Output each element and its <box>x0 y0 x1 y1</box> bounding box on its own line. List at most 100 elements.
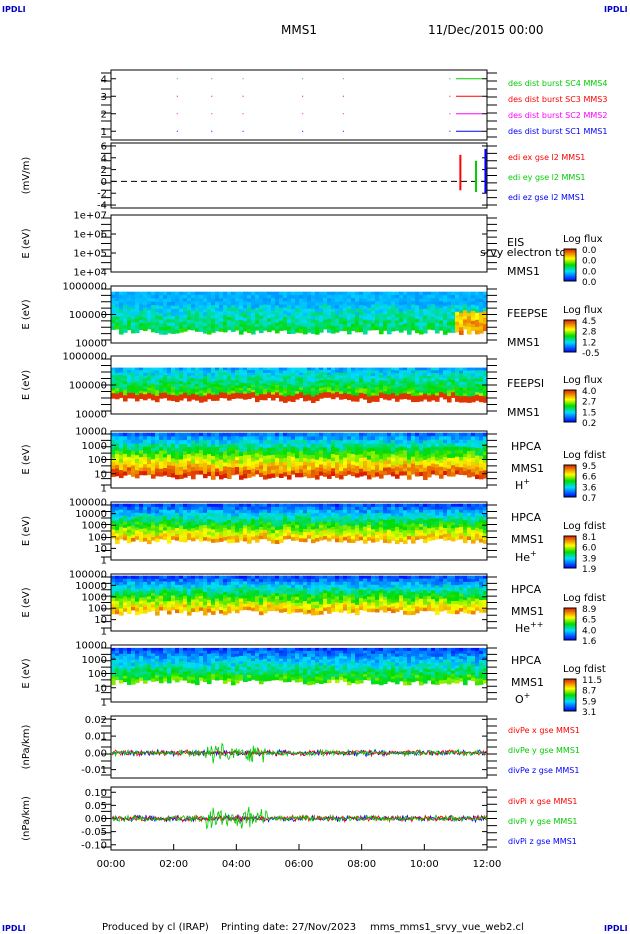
heatmap-cell <box>239 393 244 397</box>
heatmap-cell <box>171 373 176 377</box>
heatmap-cell <box>207 375 212 379</box>
heatmap-cell <box>167 319 172 324</box>
heatmap-cell <box>383 317 388 322</box>
heatmap-cell <box>215 464 220 470</box>
heatmap-cell <box>207 388 212 392</box>
heatmap-cell <box>299 513 304 517</box>
heatmap-cell <box>195 463 200 468</box>
heatmap-cell <box>307 298 312 303</box>
heatmap-cell <box>151 506 156 511</box>
heatmap-cell <box>223 308 228 313</box>
heatmap-cell <box>207 509 212 514</box>
heatmap-cell <box>435 384 440 388</box>
heatmap-cell <box>411 390 416 394</box>
heatmap-cell <box>319 295 324 300</box>
heatmap-cell <box>471 393 476 397</box>
heatmap-cell <box>351 503 356 508</box>
heatmap-cell <box>447 443 452 448</box>
heatmap-cell <box>135 395 140 399</box>
heatmap-cell <box>463 393 468 397</box>
heatmap-cell <box>383 536 388 540</box>
heatmap-cell <box>123 515 128 520</box>
heatmap-cell <box>243 537 248 542</box>
heatmap-cell <box>343 327 348 332</box>
heatmap-cell <box>131 587 136 591</box>
heatmap-cell <box>303 503 308 508</box>
heatmap-cell <box>407 527 412 531</box>
heatmap-cell <box>175 528 180 532</box>
heatmap-cell <box>415 390 420 394</box>
heatmap-cell <box>219 516 224 520</box>
heatmap-cell <box>399 305 404 310</box>
heatmap-cell <box>339 386 344 390</box>
heatmap-cell <box>407 305 412 310</box>
heatmap-cell <box>455 436 460 441</box>
heatmap-cell <box>267 440 272 445</box>
heatmap-cell <box>139 443 144 448</box>
heatmap-cell <box>359 447 364 452</box>
heatmap-cell <box>119 432 124 437</box>
heatmap-cell <box>455 506 460 511</box>
heatmap-cell <box>443 291 448 296</box>
heatmap-cell <box>331 372 336 376</box>
heatmap-cell <box>339 388 344 392</box>
heatmap-cell <box>439 532 444 536</box>
heatmap-cell <box>371 323 376 328</box>
heatmap-cell <box>239 448 244 453</box>
heatmap-cell <box>283 376 288 380</box>
heatmap-cell <box>283 396 288 400</box>
heatmap-cell <box>455 536 460 541</box>
heatmap-cell <box>267 447 272 453</box>
heatmap-cell <box>203 447 208 452</box>
heatmap-cell <box>423 526 428 531</box>
heatmap-cell <box>439 529 444 533</box>
heatmap-cell <box>447 295 452 300</box>
heatmap-cell <box>215 389 220 393</box>
heatmap-cell <box>227 391 232 396</box>
heatmap-cell <box>459 524 464 528</box>
heatmap-cell <box>327 531 332 536</box>
burst-point <box>242 113 244 115</box>
heatmap-cell <box>203 455 208 460</box>
heatmap-cell <box>359 318 364 323</box>
heatmap-cell <box>379 444 384 449</box>
heatmap-cell <box>111 591 116 596</box>
heatmap-cell <box>211 471 216 476</box>
heatmap-cell <box>135 536 140 540</box>
heatmap-cell <box>387 516 392 521</box>
heatmap-cell <box>219 375 224 379</box>
heatmap-cell <box>315 522 320 527</box>
heatmap-cell <box>299 525 304 530</box>
colorbar-title: Log flux <box>563 234 603 245</box>
heatmap-cell <box>155 510 160 514</box>
heatmap-cell <box>379 372 384 376</box>
heatmap-cell <box>399 372 404 376</box>
heatmap-cell <box>255 529 260 533</box>
heatmap-cell <box>475 375 480 380</box>
heatmap-cell <box>415 468 420 473</box>
heatmap-cell <box>407 533 412 537</box>
heatmap-cell <box>143 291 148 296</box>
heatmap-cell <box>363 464 368 469</box>
heatmap-cell <box>475 397 480 401</box>
heatmap-cell <box>259 454 264 459</box>
heatmap-cell <box>211 516 216 521</box>
heatmap-cell <box>115 610 120 615</box>
heatmap-cell <box>119 473 124 479</box>
heatmap-cell <box>243 531 248 536</box>
heatmap-cell <box>219 503 224 508</box>
heatmap-cell <box>383 450 388 455</box>
heatmap-cell <box>311 510 316 514</box>
heatmap-cell <box>147 460 152 465</box>
heatmap-cell <box>467 379 472 383</box>
heatmap-cell <box>207 519 212 523</box>
heatmap-cell <box>179 298 184 303</box>
heatmap-cell <box>127 372 132 376</box>
heatmap-cell <box>147 385 152 389</box>
heatmap-cell <box>323 506 328 511</box>
heatmap-cell <box>263 391 268 395</box>
heatmap-cell <box>467 399 472 403</box>
heatmap-cell <box>359 380 364 384</box>
heatmap-cell <box>331 393 336 397</box>
